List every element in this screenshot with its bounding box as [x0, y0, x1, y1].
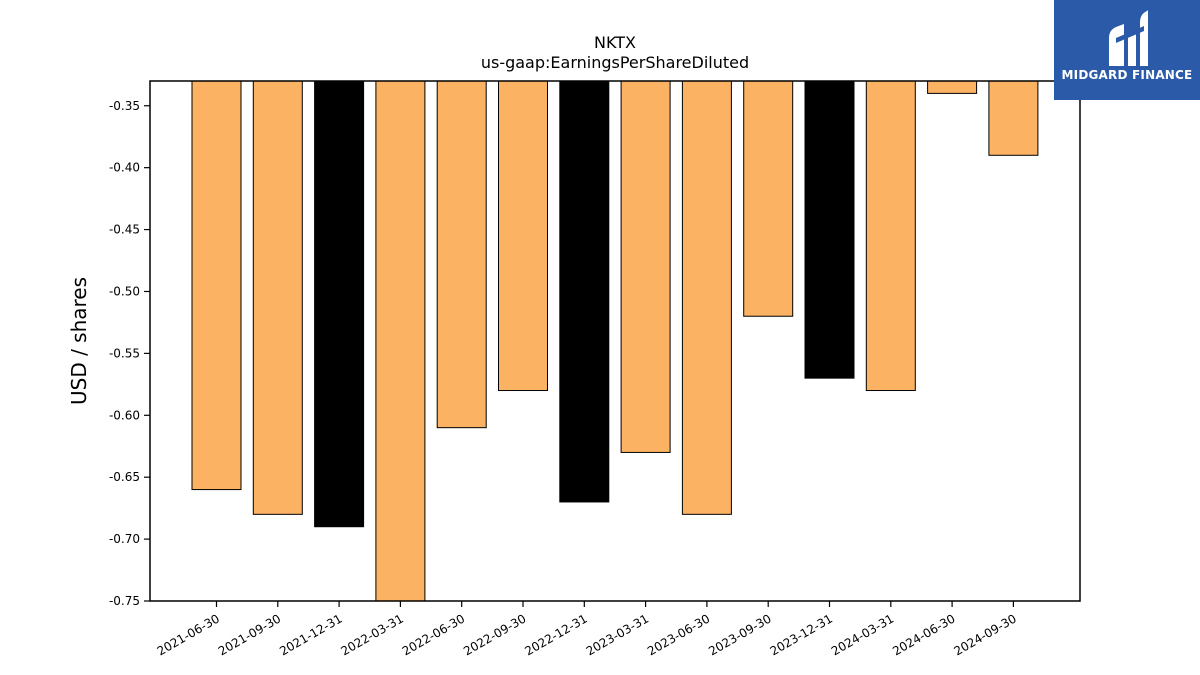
x-tick-label: 2023-12-31: [768, 611, 835, 658]
chart-title: NKTX: [594, 33, 636, 52]
midgard-logo-icon: [1109, 10, 1148, 66]
x-tick-label: 2023-03-31: [584, 611, 651, 658]
y-tick-label: -0.75: [109, 594, 140, 608]
chart-subtitle: us-gaap:EarningsPerShareDiluted: [481, 53, 749, 72]
bar-2022-06-30: [436, 80, 487, 429]
bar-2021-06-30: [191, 80, 242, 491]
bar-2021-12-31: [314, 80, 365, 528]
x-tick-label: 2021-12-31: [277, 611, 344, 658]
x-tick-label: 2022-12-31: [522, 611, 589, 658]
x-tick-label: 2024-06-30: [890, 611, 957, 658]
bars: [191, 80, 1039, 602]
y-tick-label: -0.70: [109, 532, 140, 546]
bar-2023-06-30: [681, 80, 732, 515]
y-tick-label: -0.35: [109, 99, 140, 113]
y-tick-label: -0.50: [109, 284, 140, 298]
x-axis: 2021-06-302021-09-302021-12-312022-03-31…: [155, 601, 1019, 658]
midgard-finance-logo: MIDGARD FINANCE: [1054, 0, 1200, 100]
y-tick-label: -0.55: [109, 346, 140, 360]
y-tick-label: -0.45: [109, 223, 140, 237]
bar-2024-03-31: [865, 80, 916, 392]
bar-2022-12-31: [559, 80, 610, 503]
y-axis: -0.35 -0.40 -0.45 -0.50 -0.55 -0.60 -0.65 -0.70…: [109, 99, 150, 608]
x-tick-label: 2022-09-30: [461, 611, 528, 658]
x-tick-label: 2022-06-30: [400, 611, 467, 658]
x-tick-label: 2023-06-30: [645, 611, 712, 658]
x-tick-label: 2024-03-31: [829, 611, 896, 658]
bar-2024-09-30: [988, 80, 1039, 156]
y-axis-label: USD / shares: [67, 277, 91, 405]
bar-2023-12-31: [804, 80, 855, 379]
x-tick-label: 2023-09-30: [706, 611, 773, 658]
x-tick-label: 2021-09-30: [216, 611, 283, 658]
bar-2024-06-30: [927, 80, 978, 94]
y-tick-label: -0.60: [109, 408, 140, 422]
x-tick-label: 2021-06-30: [155, 611, 222, 658]
bar-2023-03-31: [620, 80, 671, 453]
bar-2021-09-30: [252, 80, 303, 515]
x-tick-label: 2024-09-30: [951, 611, 1018, 658]
y-tick-label: -0.65: [109, 470, 140, 484]
bar-2022-03-31: [375, 80, 426, 602]
x-tick-label: 2022-03-31: [338, 611, 405, 658]
y-tick-label: -0.40: [109, 161, 140, 175]
bar-2023-09-30: [743, 80, 794, 317]
logo-text: MIDGARD FINANCE: [1061, 68, 1193, 82]
bar-2022-09-30: [498, 80, 548, 392]
plot-frame: [149, 80, 1081, 602]
